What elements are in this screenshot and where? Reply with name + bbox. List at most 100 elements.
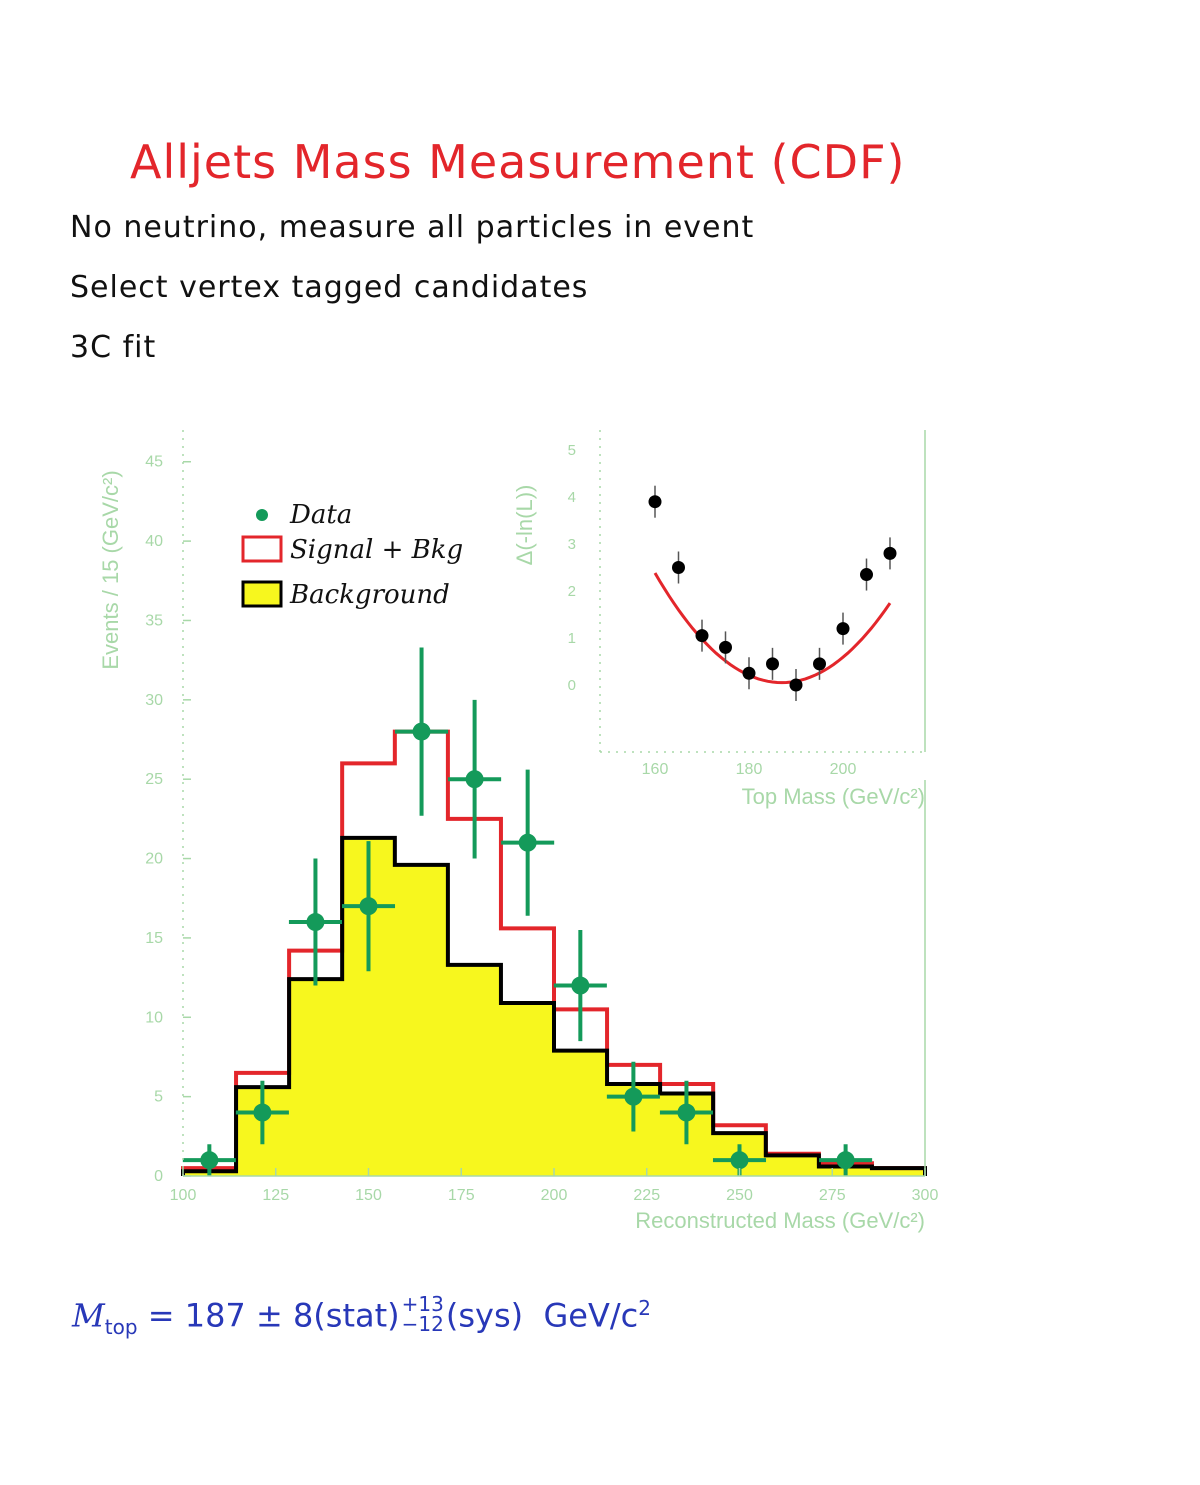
background-step: [181, 835, 927, 1176]
main-y-tick-label-0: 0: [154, 1168, 163, 1185]
main-x-tick-label-7: 275: [819, 1187, 846, 1204]
data-marker-10: [730, 1151, 749, 1170]
background-line-layer: [181, 835, 927, 1176]
data-point-6: [501, 769, 555, 916]
data-marker-2: [306, 913, 325, 932]
data-point-5: [448, 699, 502, 859]
inset-x-tick-label-2: 200: [830, 761, 857, 778]
main-y-tick-label-1: 5: [154, 1089, 163, 1106]
inset-point-3: [719, 640, 732, 654]
background-bar-7: [554, 1050, 608, 1176]
data-point-7: [553, 929, 607, 1042]
data-marker-8: [624, 1087, 643, 1106]
legend-signal-marker: [241, 535, 283, 563]
inset-point-2: [695, 629, 709, 643]
inset-point-9: [860, 568, 873, 582]
data-marker-9: [677, 1103, 696, 1122]
result-unit: GeV/c: [543, 1296, 639, 1335]
main-x-tick-label-1: 125: [262, 1187, 289, 1204]
background-bar-2: [289, 979, 343, 1176]
data-point-0: [182, 1144, 236, 1176]
data-marker-7: [571, 976, 590, 995]
inset-points-layer: [648, 485, 897, 701]
data-point-9: [659, 1080, 713, 1145]
inset-x-tick-label-0: 160: [642, 761, 669, 778]
main-x-axis-label: Reconstructed Mass (GeV/c²): [635, 1208, 925, 1233]
result-subscript: top: [104, 1315, 138, 1340]
background-bar-6: [500, 1002, 555, 1176]
inset-y-tick-label-2: 2: [568, 583, 576, 600]
inset-y-tick-label-5: 5: [568, 442, 576, 459]
main-y-axis-label: Events / 15 (GeV/c²): [98, 470, 123, 669]
data-marker-3: [359, 897, 378, 916]
main-x-tick-label-4: 200: [541, 1187, 568, 1204]
result-unit-power: 2: [638, 1296, 651, 1320]
legend-data-marker: [256, 509, 268, 521]
inset-y-axis-label: Δ(-ln(L)): [512, 485, 537, 566]
inset-fit-curve: [653, 572, 892, 685]
main-y-tick-label-9: 45: [145, 454, 163, 471]
result-sys-label: (sys): [445, 1296, 524, 1335]
data-marker-6: [518, 833, 537, 852]
data-marker-0: [200, 1151, 219, 1170]
inset-x-tick-label-1: 180: [736, 761, 763, 778]
data-point-4: [395, 647, 449, 816]
background-bar-13: [871, 1168, 926, 1176]
legend: Data Signal + Bkg Background: [241, 500, 463, 610]
background-bar-11: [765, 1155, 820, 1176]
data-points-layer: [182, 647, 873, 1176]
inset-point-5: [766, 657, 779, 671]
inset-point-10: [883, 546, 897, 560]
main-histogram: 100 125 150 175 200 225 250 275 3000510152025303…: [98, 430, 938, 1233]
bullet-2: Select vertex tagged candidates: [70, 270, 589, 305]
legend-data-label: Data: [289, 500, 352, 530]
main-x-tick-label-8: 300: [912, 1187, 939, 1204]
page-title: Alljets Mass Measurement (CDF): [130, 135, 906, 189]
main-y-tick-label-3: 15: [145, 930, 163, 947]
main-y-tick-label-7: 35: [145, 612, 163, 629]
main-x-tick-label-3: 175: [448, 1187, 475, 1204]
bullet-1: No neutrino, measure all particles in ev…: [70, 210, 755, 245]
inset-point-7: [813, 657, 826, 671]
main-y-tick-label-4: 20: [145, 851, 163, 868]
result-symbol: M: [72, 1296, 105, 1335]
background-bar-5: [447, 964, 502, 1176]
main-x-tick-label-0: 100: [170, 1187, 197, 1204]
main-x-tick-label-2: 150: [355, 1187, 382, 1204]
main-y-tick-label-8: 40: [145, 533, 163, 550]
inset-y-tick-label-4: 4: [568, 489, 576, 506]
main-y-tick-label-2: 10: [145, 1009, 163, 1026]
legend-background-marker: [241, 580, 283, 608]
result-sys-plus: +13: [401, 1291, 444, 1316]
data-point-8: [606, 1061, 660, 1132]
inset-background: [600, 430, 925, 752]
result-equals: = 187 ± 8(stat): [147, 1296, 400, 1335]
main-y-tick-label-6: 30: [145, 692, 163, 709]
inset-point-4: [742, 666, 756, 680]
main-y-tick-label-5: 25: [145, 771, 163, 788]
data-point-2: [288, 858, 342, 986]
inset-point-6: [789, 678, 803, 692]
inset-x-axis-label: Top Mass (GeV/c²): [742, 784, 925, 809]
data-point-3: [341, 841, 396, 972]
inset-axes: 160 180 200 0 1 2 3 4 5: [568, 430, 926, 778]
inset-likelihood-plot: 160 180 200 0 1 2 3 4 5 Top Mass (GeV/c²) Δ(-ln(…: [512, 430, 926, 809]
data-point-11: [819, 1144, 873, 1176]
inset-point-0: [648, 495, 662, 509]
legend-background-label: Background: [289, 580, 450, 610]
data-point-1: [235, 1080, 289, 1145]
inset-y-tick-label-0: 0: [568, 677, 576, 694]
bullet-3: 3C fit: [70, 330, 157, 365]
data-marker-11: [836, 1151, 855, 1170]
inset-y-tick-label-1: 1: [568, 630, 576, 647]
legend-signal-label: Signal + Bkg: [290, 535, 463, 565]
main-x-tick-label-6: 250: [726, 1187, 753, 1204]
main-x-tick-label-5: 225: [633, 1187, 660, 1204]
data-marker-4: [412, 722, 431, 741]
inset-point-8: [836, 622, 850, 636]
main-axes: 100 125 150 175 200 225 250 275 3000510152025303…: [145, 430, 938, 1204]
inset-point-1: [672, 561, 685, 574]
background-bar-4: [394, 864, 449, 1176]
top-mass-result: Mtop = 187 ± 8(stat) +13 −12 (sys) GeV/c2: [72, 1291, 651, 1340]
